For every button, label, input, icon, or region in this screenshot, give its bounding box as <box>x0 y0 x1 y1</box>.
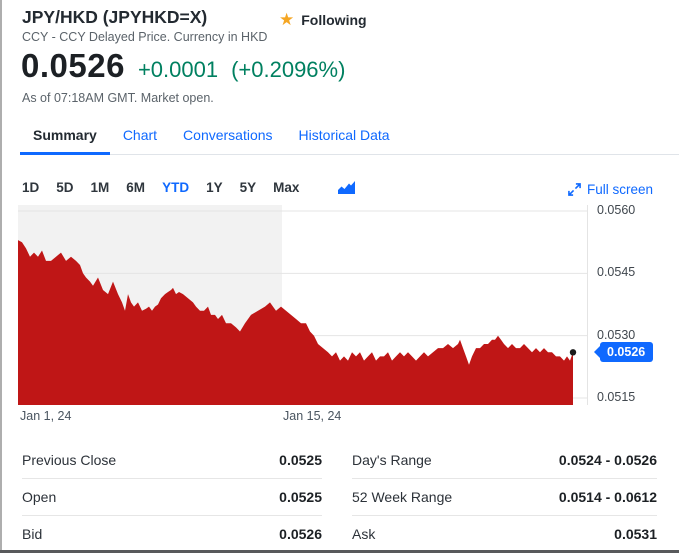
area-chart-icon <box>338 181 356 194</box>
stat-row-open: Open 0.0525 <box>22 479 322 516</box>
stat-value: 0.0514 - 0.0612 <box>558 489 657 505</box>
stat-value: 0.0525 <box>279 452 322 468</box>
y-axis-label: 0.0515 <box>597 390 636 404</box>
stat-row-day-s-range: Day's Range 0.0524 - 0.0526 <box>352 442 657 479</box>
range-button-1d[interactable]: 1D <box>22 180 40 195</box>
tab-conversations[interactable]: Conversations <box>183 127 273 143</box>
quote-tabs: Summary Chart Conversations Historical Data <box>20 119 679 155</box>
range-button-max[interactable]: Max <box>273 180 300 195</box>
tab-chart[interactable]: Chart <box>122 127 158 143</box>
window-bottom-edge <box>0 550 679 553</box>
range-button-1y[interactable]: 1Y <box>206 180 223 195</box>
stat-label: 52 Week Range <box>352 489 453 505</box>
current-price: 0.0526 <box>21 47 125 84</box>
stat-value: 0.0526 <box>279 526 322 542</box>
y-axis-label: 0.0545 <box>597 265 636 280</box>
x-axis-label: Jan 1, 24 <box>20 409 72 423</box>
stat-row-52-week-range: 52 Week Range 0.0514 - 0.0612 <box>352 479 657 516</box>
symbol-title: JPY/HKD (JPYHKD=X) <box>22 7 208 27</box>
following-label: Following <box>301 11 367 28</box>
y-axis-label: 0.0560 <box>597 203 636 217</box>
chart-plot-area[interactable] <box>18 205 588 405</box>
stat-label: Day's Range <box>352 452 432 468</box>
stat-value: 0.0531 <box>614 526 657 542</box>
fullscreen-label: Full screen <box>586 182 653 197</box>
range-button-ytd[interactable]: YTD <box>162 180 190 195</box>
stat-row-ask: Ask 0.0531 <box>352 516 657 552</box>
symbol-subtitle: CCY - CCY Delayed Price. Currency in HKD <box>22 30 268 44</box>
range-selector-row: 1D 5D 1M 6M YTD 1Y 5Y Max <box>22 180 356 195</box>
stat-value: 0.0524 - 0.0526 <box>558 452 657 468</box>
asof-status: As of 07:18AM GMT. Market open. <box>22 91 214 105</box>
price-change-percent: (+0.2096%) <box>231 57 346 82</box>
window-left-edge <box>0 0 2 553</box>
following-button[interactable]: ★ Following <box>279 11 367 28</box>
stats-table-right: Day's Range 0.0524 - 0.0526 52 Week Range 0… <box>352 442 657 552</box>
stat-value: 0.0525 <box>279 489 322 505</box>
stat-label: Bid <box>22 526 43 542</box>
price-change: +0.0001 <box>137 57 219 82</box>
stat-label: Previous Close <box>22 452 117 468</box>
stat-label: Ask <box>352 526 376 542</box>
tab-historical-data[interactable]: Historical Data <box>298 127 390 143</box>
stat-row-bid: Bid 0.0526 <box>22 516 322 552</box>
chart-type-button[interactable] <box>338 181 356 194</box>
stat-row-previous-close: Previous Close 0.0525 <box>22 442 322 479</box>
expand-icon <box>568 183 581 196</box>
x-axis-label: Jan 15, 24 <box>283 409 342 423</box>
fullscreen-button[interactable]: Full screen <box>568 182 653 197</box>
y-axis-label: 0.0530 <box>597 327 636 342</box>
price-area-series <box>18 240 573 405</box>
last-price-badge: 0.0526 <box>593 342 654 363</box>
range-button-5d[interactable]: 5D <box>56 180 74 195</box>
stats-table-left: Previous Close 0.0525 Open 0.0525 Bid 0.0526 <box>22 442 322 552</box>
range-button-6m[interactable]: 6M <box>126 180 146 195</box>
star-icon: ★ <box>279 10 295 29</box>
range-items: 1D 5D 1M 6M YTD 1Y 5Y Max <box>22 180 299 195</box>
price-chart[interactable]: 0.0560 0.0545 0.0530 0.0515 0.0526 Jan 1, 24 J… <box>18 203 679 425</box>
tab-summary[interactable]: Summary <box>20 119 110 155</box>
last-price-dot <box>569 349 577 356</box>
range-button-5y[interactable]: 5Y <box>239 180 257 195</box>
price-row: 0.0526 +0.0001 (+0.2096%) <box>21 47 345 85</box>
range-button-1m[interactable]: 1M <box>90 180 110 195</box>
stat-label: Open <box>22 489 57 505</box>
